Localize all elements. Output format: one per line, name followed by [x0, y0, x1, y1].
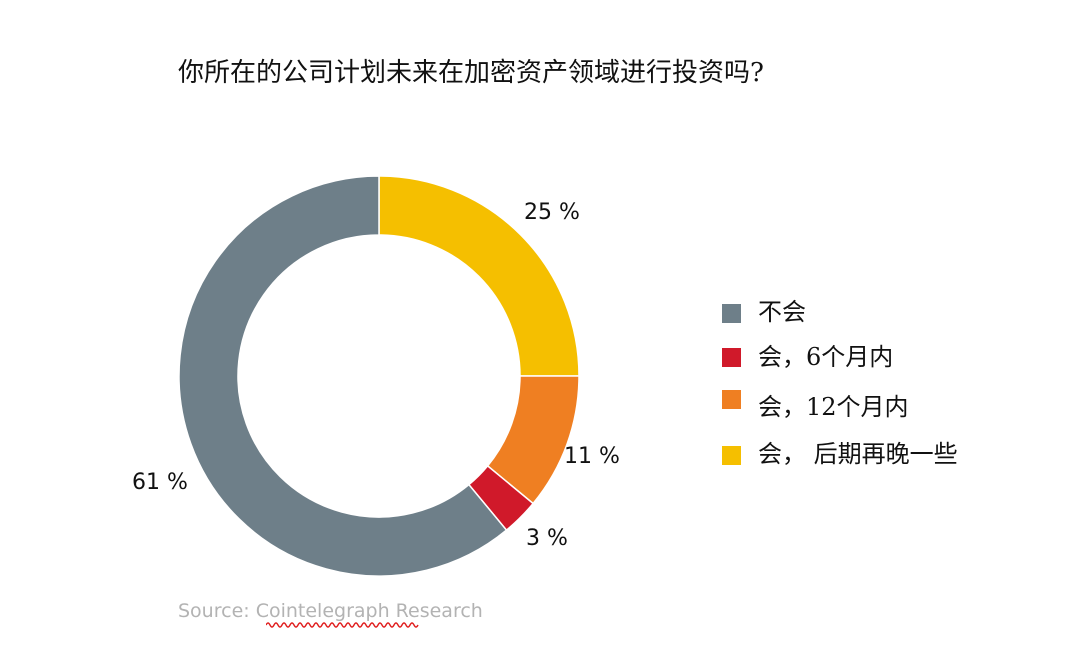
spellcheck-underline [266, 622, 419, 628]
label-6-months: 3 % [526, 526, 568, 551]
donut-slices [178, 175, 580, 577]
source-note: Source: Cointelegraph Research [178, 600, 483, 622]
legend-swatch-no [722, 304, 741, 323]
legend-label-later: 会， 后期再晚一些 [758, 440, 958, 468]
legend-label-no: 不会 [758, 298, 806, 326]
chart-title: 你所在的公司计划未来在加密资产领域进行投资吗? [178, 58, 764, 88]
legend-label-6-months: 会，6个月内 [758, 343, 894, 371]
label-12-months: 11 % [564, 444, 620, 469]
slice-labels: 25 % 11 % 3 % 61 % [132, 200, 620, 551]
legend-label-12-months: 会，12个月内 [758, 393, 909, 421]
legend-swatch-6-months [722, 348, 741, 367]
slice-no [178, 175, 508, 577]
legend-swatch-12-months [722, 390, 741, 409]
legend-swatch-later [722, 446, 741, 465]
label-no: 61 % [132, 470, 188, 495]
label-later: 25 % [524, 200, 580, 225]
